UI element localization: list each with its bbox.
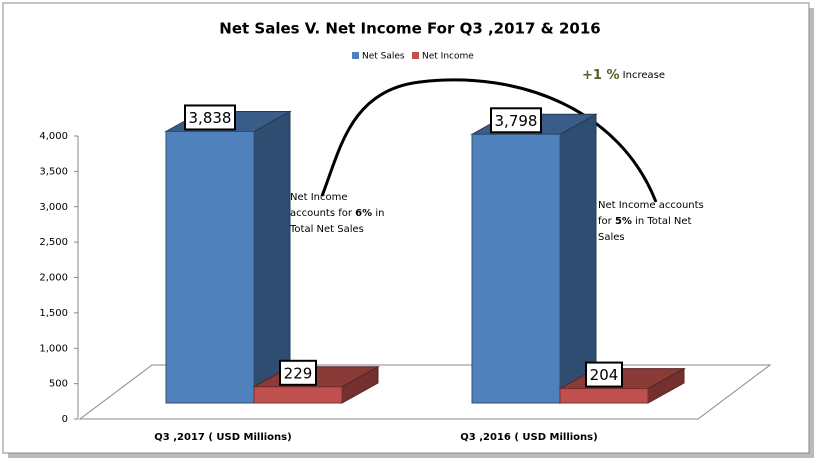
- arrow-curve: [320, 78, 658, 203]
- annotation-part: in: [372, 208, 384, 219]
- annotation: Total Net Sales: [289, 224, 364, 235]
- bar-side: [559, 113, 597, 404]
- annotation-part: Net Income accounts: [598, 200, 704, 211]
- y-tick-label: 1,000: [39, 343, 68, 354]
- annotation-part: Sales: [598, 232, 625, 243]
- value-label: 204: [590, 366, 619, 384]
- value-label: 3,798: [495, 112, 538, 130]
- annotation-part: Increase: [620, 70, 666, 81]
- annotation-part: 6%: [355, 208, 372, 219]
- annotation: Net Income: [290, 192, 348, 203]
- value-label-box: [585, 361, 623, 388]
- y-tick-label: 500: [49, 379, 68, 390]
- legend-swatch: [352, 52, 359, 59]
- legend-label: Net Income: [422, 52, 474, 62]
- annotation-part: Net Income: [290, 192, 348, 203]
- y-tick-label: 4,000: [39, 131, 68, 142]
- bar-front: [471, 133, 561, 404]
- chart-title: Net Sales V. Net Income For Q3 ,2017 & 2…: [219, 20, 600, 38]
- annotation: for 5% in Total Net: [598, 216, 692, 227]
- annotation: Sales: [598, 232, 625, 243]
- annotation: accounts for 6% in: [290, 208, 384, 219]
- annotation-part: 5%: [615, 216, 632, 227]
- y-tick-label: 2,500: [39, 237, 68, 248]
- value-label: 3,838: [189, 109, 232, 127]
- y-tick-label: 3,500: [39, 166, 68, 177]
- y-tick-label: 0: [62, 414, 68, 425]
- annotation: Net Income accounts: [598, 200, 704, 211]
- x-tick-label: Q3 ,2017 ( USD Millions): [154, 432, 291, 443]
- annotation-part: Total Net Sales: [289, 224, 364, 235]
- value-label-box: [184, 104, 236, 131]
- annotation: +1 % Increase: [582, 68, 665, 83]
- value-label-box: [490, 107, 542, 134]
- bar-front: [165, 130, 255, 404]
- value-label-box: [279, 359, 317, 386]
- bar-front: [559, 388, 649, 404]
- x-tick-label: Q3 ,2016 ( USD Millions): [460, 432, 597, 443]
- value-label: 229: [284, 364, 313, 382]
- legend-label: Net Sales: [362, 52, 405, 62]
- y-tick-label: 1,500: [39, 308, 68, 319]
- annotation-part: in Total Net: [632, 216, 692, 227]
- bar: [164, 110, 292, 404]
- bar-side: [253, 110, 291, 404]
- annotation-part: accounts for: [290, 208, 355, 219]
- annotation-part: +1 %: [582, 68, 620, 83]
- y-tick-label: 3,000: [39, 202, 68, 213]
- legend-swatch: [412, 52, 419, 59]
- bar-front: [253, 386, 343, 404]
- bar: [470, 113, 598, 404]
- y-tick-label: 2,000: [39, 273, 68, 284]
- annotation-part: for: [598, 216, 615, 227]
